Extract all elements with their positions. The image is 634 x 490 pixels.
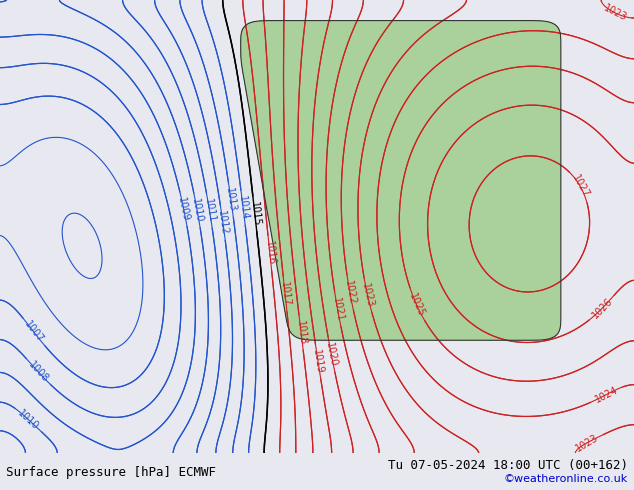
Text: 1009: 1009: [176, 196, 191, 222]
Text: 1019: 1019: [311, 349, 325, 374]
Text: ©weatheronline.co.uk: ©weatheronline.co.uk: [503, 474, 628, 485]
Text: 1021: 1021: [330, 296, 345, 322]
Text: 1015: 1015: [249, 201, 261, 226]
Text: 1024: 1024: [593, 385, 619, 405]
Text: 1008: 1008: [26, 359, 50, 384]
Text: 1026: 1026: [590, 296, 614, 320]
Text: 1023: 1023: [360, 282, 375, 309]
Text: 1020: 1020: [324, 342, 339, 368]
Text: 1018: 1018: [295, 320, 307, 345]
Text: 1012: 1012: [216, 210, 230, 236]
Text: 1010: 1010: [190, 197, 204, 223]
Text: 1025: 1025: [407, 292, 426, 318]
Text: Surface pressure [hPa] ECMWF: Surface pressure [hPa] ECMWF: [6, 466, 216, 479]
Text: Tu 07-05-2024 18:00 UTC (00+162): Tu 07-05-2024 18:00 UTC (00+162): [387, 459, 628, 472]
Text: 1016: 1016: [264, 241, 276, 266]
Text: 1013: 1013: [224, 187, 238, 213]
Text: 1007: 1007: [22, 319, 46, 345]
Text: 1023: 1023: [574, 432, 600, 453]
Text: 1014: 1014: [236, 195, 250, 220]
Text: 1023: 1023: [602, 3, 628, 23]
Text: 1017: 1017: [279, 281, 292, 307]
Text: 1022: 1022: [343, 279, 357, 306]
Text: 1011: 1011: [203, 198, 216, 223]
Text: 1027: 1027: [570, 173, 591, 200]
Text: 1010: 1010: [16, 408, 41, 432]
